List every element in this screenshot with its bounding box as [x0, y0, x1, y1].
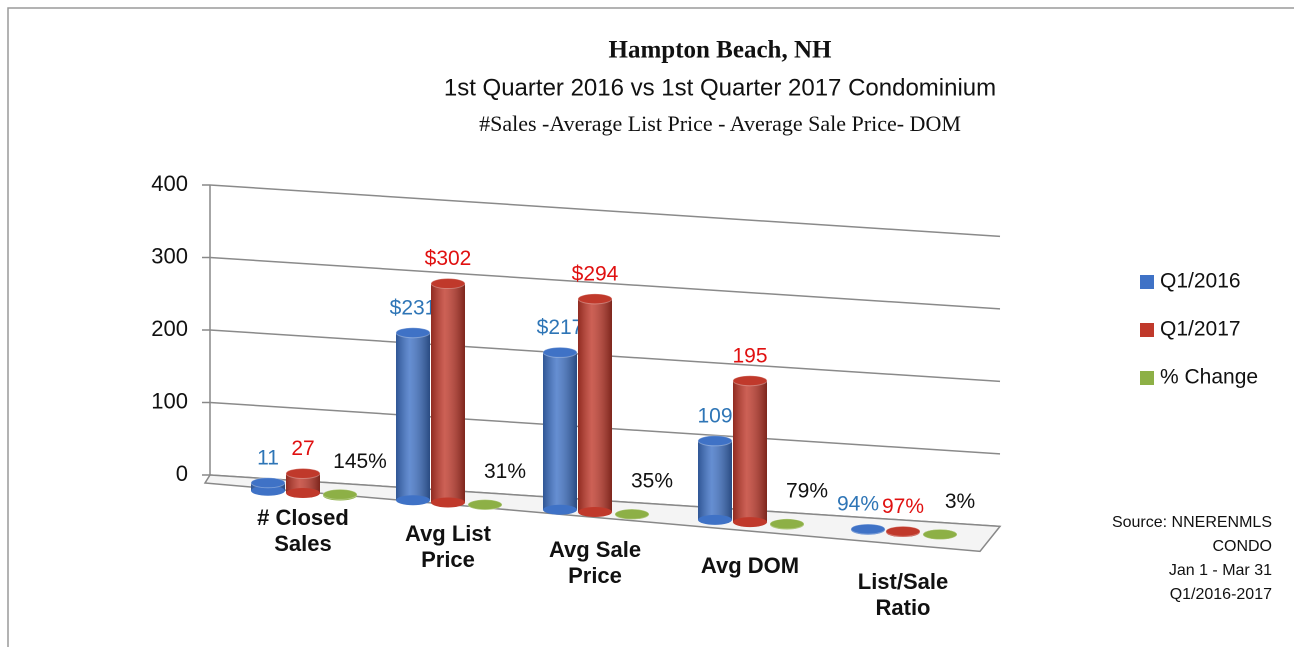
bar-bottom [431, 497, 465, 508]
bar [542, 346, 578, 515]
legend-swatch [1140, 323, 1154, 337]
bar [577, 293, 613, 518]
bar-top [250, 477, 286, 489]
value-label: $217 [537, 316, 584, 339]
bar-top [395, 327, 431, 339]
bar-shade [733, 380, 767, 523]
bar-top [577, 293, 613, 305]
bar-bottom [578, 507, 612, 518]
value-label: 97% [882, 495, 924, 518]
x-tick-label: # Closed Sales [257, 505, 349, 556]
bar-top [614, 508, 650, 520]
bar-top [322, 488, 358, 500]
bar-shade [431, 283, 465, 503]
x-tick-label: Avg List Price [405, 521, 491, 572]
bar [732, 375, 768, 528]
bar [430, 278, 466, 508]
bar-shade [286, 473, 320, 494]
bar [285, 467, 321, 499]
value-label: 3% [945, 490, 975, 513]
bar-top [285, 467, 321, 479]
value-label: $302 [425, 247, 472, 270]
bar-bottom [733, 517, 767, 528]
bar-top [769, 518, 805, 530]
bar-top [850, 523, 886, 535]
source-note: Source: NNERENMLS [1112, 514, 1272, 531]
bar [885, 525, 921, 538]
bar-top [732, 375, 768, 387]
bar-top [430, 278, 466, 290]
bar [697, 435, 733, 525]
value-label: 109 [697, 404, 732, 427]
bar-shade [578, 298, 612, 513]
chart-title: Hampton Beach, NH [609, 37, 832, 64]
bar-shade [543, 352, 577, 510]
grid-line [209, 256, 1001, 310]
bar [322, 488, 358, 501]
grid-line [209, 184, 1001, 238]
x-tick-label: Avg Sale Price [548, 537, 642, 588]
bar-top [885, 525, 921, 537]
y-tick-label: 300 [151, 243, 188, 268]
bar-bottom [251, 485, 285, 496]
bar-shade [396, 332, 430, 501]
bar [614, 508, 650, 520]
chart-subtitle: #Sales -Average List Price - Average Sal… [479, 111, 961, 136]
value-label: 145% [333, 450, 387, 473]
legend-label: Q1/2017 [1160, 318, 1241, 341]
value-label: $231 [390, 296, 437, 319]
x-tick-label: List/Sale Ratio [857, 569, 949, 620]
bar [922, 528, 958, 540]
value-label: 35% [631, 470, 673, 493]
legend-swatch [1140, 371, 1154, 385]
bar-top [697, 435, 733, 447]
bar-bottom [543, 504, 577, 515]
legend-label: Q1/2016 [1160, 270, 1241, 293]
y-tick-label: 400 [151, 171, 188, 196]
y-tick-label: 100 [151, 388, 188, 413]
source-note: CONDO [1212, 538, 1272, 555]
source-note: Q1/2016-2017 [1170, 586, 1272, 603]
bar-bottom [698, 514, 732, 525]
bar-top [467, 499, 503, 511]
bar [250, 477, 286, 496]
y-tick-label: 0 [176, 461, 188, 486]
bar-top [922, 528, 958, 540]
value-label: 79% [786, 479, 828, 502]
bar-bottom [396, 495, 430, 506]
bar [769, 518, 805, 530]
x-tick-label: Avg DOM [700, 553, 800, 578]
value-label: 27 [291, 437, 314, 460]
source-note: Jan 1 - Mar 31 [1169, 562, 1272, 579]
bar [395, 327, 431, 506]
legend-swatch [1140, 275, 1154, 289]
y-tick-label: 200 [151, 316, 188, 341]
bar [850, 523, 886, 535]
value-label: $294 [572, 262, 619, 285]
bar [467, 499, 503, 511]
chart-subtitle: 1st Quarter 2016 vs 1st Quarter 2017 Con… [444, 74, 996, 101]
value-label: 195 [732, 344, 767, 367]
legend-label: % Change [1160, 366, 1258, 389]
value-label: 94% [837, 493, 879, 516]
value-label: 31% [484, 460, 526, 483]
value-label: 11 [257, 446, 279, 469]
bar-top [542, 346, 578, 358]
frame [7, 7, 1294, 647]
bar-shade [698, 440, 732, 520]
bar-bottom [286, 488, 320, 499]
